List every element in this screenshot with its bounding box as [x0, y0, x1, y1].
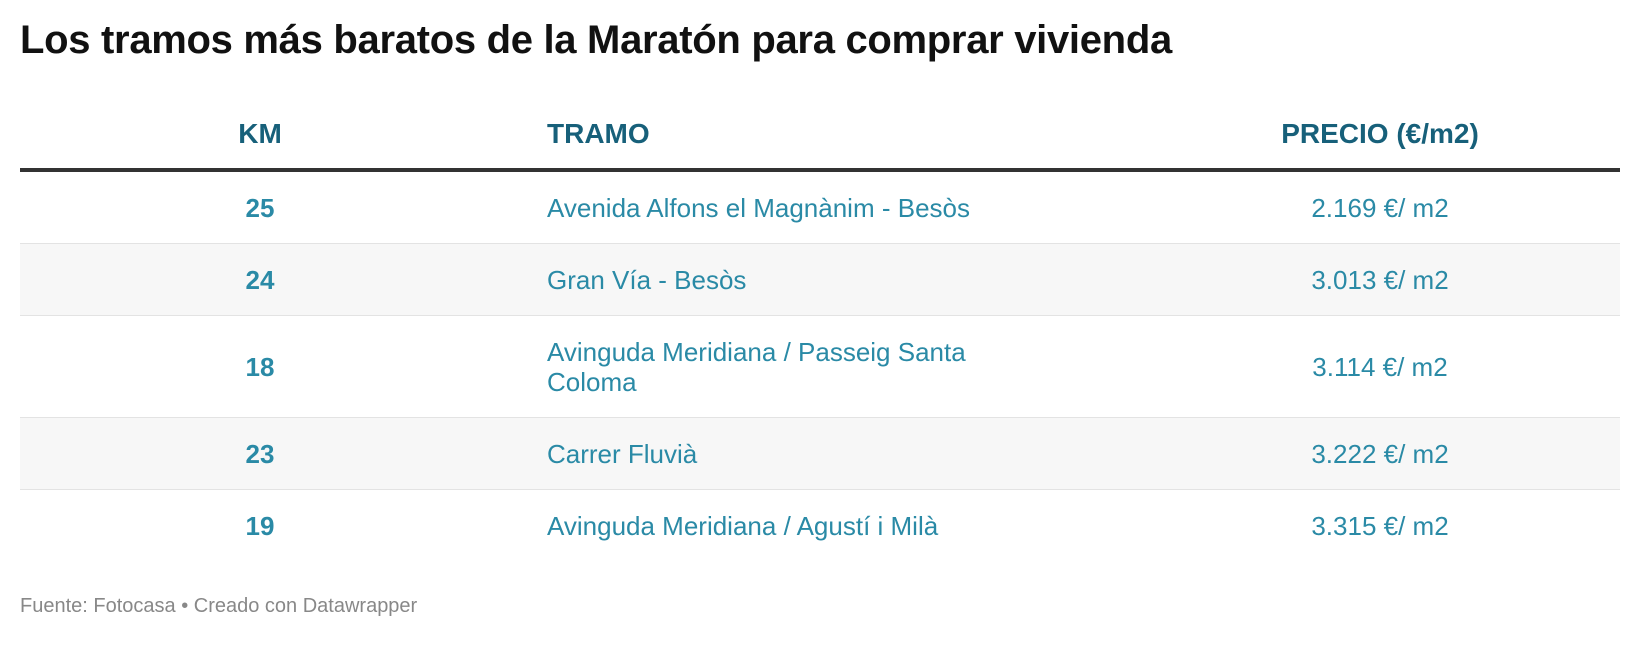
title: Los tramos más baratos de la Maratón par…	[20, 18, 1172, 62]
table-cell: 3.013 €/ m2	[1140, 243, 1620, 316]
table-body: 25 Avenida Alfons el Magnànim - Besòs 2.16…	[20, 170, 1620, 561]
column-header: PRECIO (€/m2)	[1140, 100, 1620, 172]
table-row: 24 Gran Vía - Besòs 3.013 €/ m2	[20, 243, 1620, 316]
table-cell: Carrer Fluvià	[500, 417, 1140, 490]
table-cell: Avinguda Meridiana / Agustí i Milà	[547, 510, 939, 541]
source-note: Fuente: Fotocasa • Creado con Datawrappe…	[20, 595, 418, 617]
table-cell: 3.222 €/ m2	[1140, 417, 1620, 490]
table-cell: 3.114 €/ m2	[1140, 315, 1620, 418]
table-row: 25 Avenida Alfons el Magnànim - Besòs 2.16…	[20, 170, 1620, 244]
column-header: KM	[20, 100, 500, 172]
table-cell: 3.315 €/ m2	[1311, 510, 1449, 541]
table-row: 19 Avinguda Meridiana / Agustí i Milà 3.31…	[20, 490, 1620, 562]
table-cell: 23	[20, 417, 500, 490]
column-header: TRAMO	[500, 100, 1140, 172]
table-cell: 25	[20, 170, 500, 244]
table-row: 23 Carrer Fluvià 3.222 €/ m2	[20, 417, 1620, 490]
table-cell: 2.169 €/ m2	[1140, 170, 1620, 244]
header-row: KM TRAMO PRECIO (€/m2)	[20, 100, 1620, 172]
data-table: KM TRAMO PRECIO (€/m2) 25 Avenida Alfons el…	[20, 100, 1620, 561]
table-row: 18 Avinguda Meridiana / Passeig Santa Col…	[20, 315, 1620, 418]
table-cell: 24	[20, 243, 500, 316]
table-cell: Gran Vía - Besòs	[500, 243, 1140, 316]
table-head: KM TRAMO PRECIO (€/m2)	[20, 100, 1620, 172]
table-cell: Avenida Alfons el Magnànim - Besòs	[500, 170, 1140, 244]
table-cell: 18	[20, 315, 500, 418]
table-cell: Avinguda Meridiana / Passeig Santa Colom…	[500, 315, 1140, 418]
table-cell: 19	[245, 510, 275, 541]
